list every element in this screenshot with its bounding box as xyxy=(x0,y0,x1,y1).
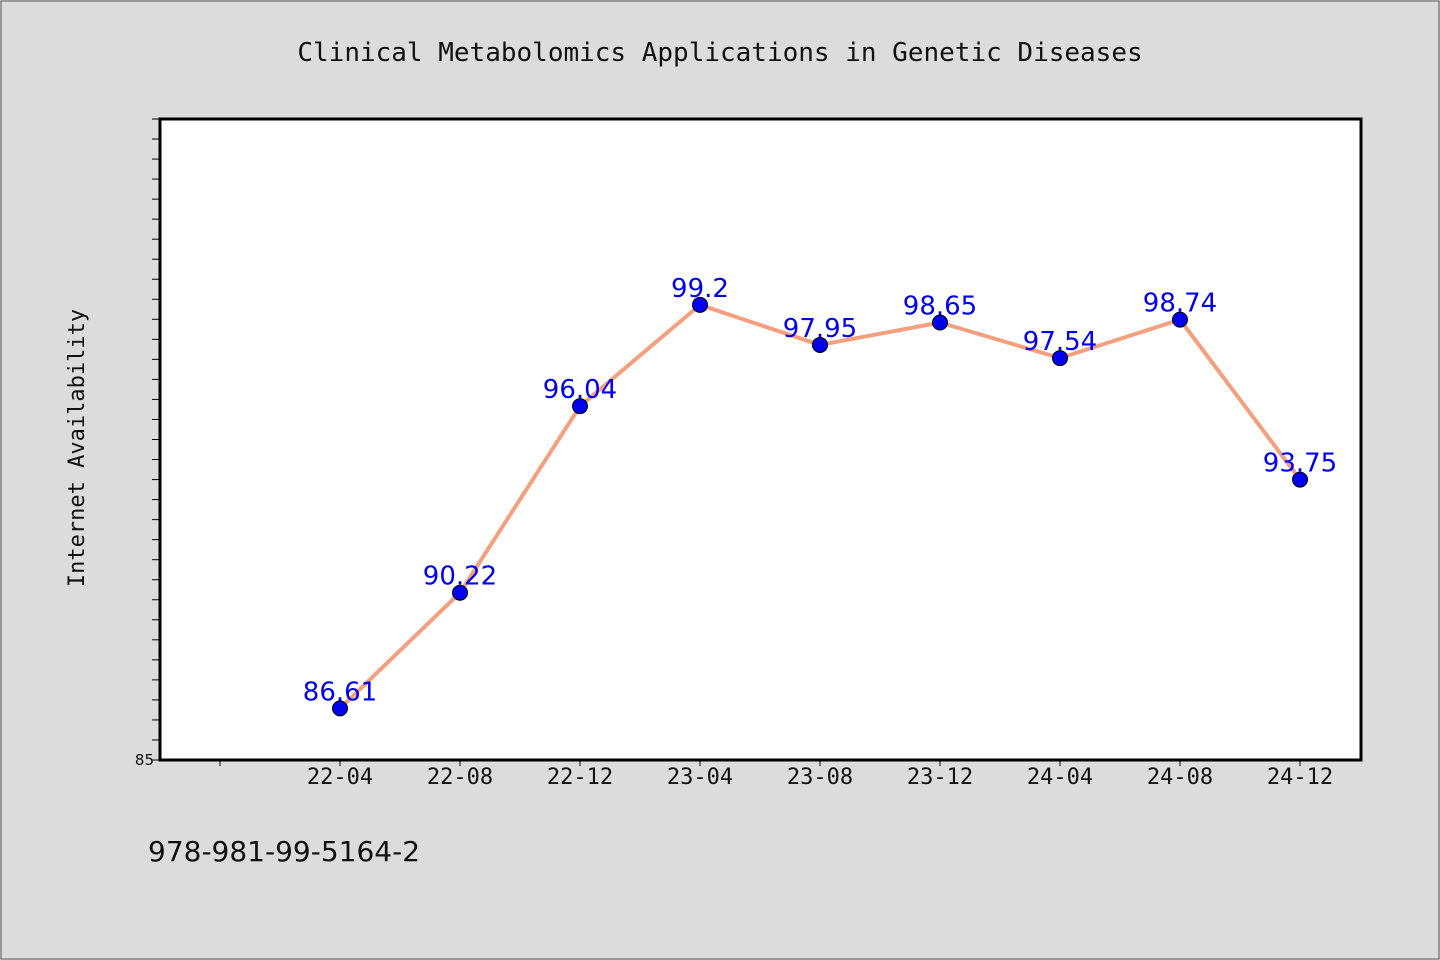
data-markers xyxy=(332,296,1308,717)
data-label: 90.22 xyxy=(423,562,497,592)
x-axis-ticks: 22-04 22-08 22-12 23-04 23-08 23-12 24-04 24-08… xyxy=(219,760,1333,790)
data-point xyxy=(932,314,948,331)
data-label: 86.61 xyxy=(303,677,377,707)
data-label: 97.54 xyxy=(1023,327,1097,357)
x-tick-label: 22-04 xyxy=(307,765,373,790)
plot-frame xyxy=(158,117,1363,762)
x-tick-label: 23-08 xyxy=(787,765,853,790)
data-point xyxy=(1172,311,1188,328)
y-axis-ticks: 85 xyxy=(135,118,160,769)
data-point xyxy=(812,336,828,353)
data-point xyxy=(1052,350,1068,367)
x-tick-label: 23-12 xyxy=(907,765,973,790)
data-labels: 86.61 90.22 96.04 99.2 97.95 98.65 97.54 98.74 9… xyxy=(303,274,1337,708)
isbn-text: 978-981-99-5164-2 xyxy=(148,835,421,868)
data-point xyxy=(692,296,708,313)
y-tick-label: 85 xyxy=(135,751,154,769)
data-label: 97.95 xyxy=(783,314,857,344)
x-tick-label: 24-12 xyxy=(1267,765,1333,790)
x-tick-label: 24-04 xyxy=(1027,765,1093,790)
data-label: 96.04 xyxy=(543,375,617,405)
data-label: 99.2 xyxy=(671,274,729,304)
data-point xyxy=(1292,471,1308,488)
data-label: 98.65 xyxy=(903,292,977,322)
plot-area xyxy=(160,119,1361,760)
x-tick-label: 22-12 xyxy=(547,765,613,790)
data-label: 93.75 xyxy=(1263,449,1337,479)
data-point xyxy=(452,584,468,601)
chart-title: Clinical Metabolomics Applications in Ge… xyxy=(297,38,1142,68)
data-point xyxy=(572,398,588,415)
y-axis-label: Internet Availability xyxy=(65,309,90,587)
x-tick-label: 24-08 xyxy=(1147,765,1213,790)
data-label: 98.74 xyxy=(1143,289,1217,319)
x-tick-label: 22-08 xyxy=(427,765,493,790)
data-point xyxy=(332,700,348,717)
x-tick-label: 23-04 xyxy=(667,765,733,790)
